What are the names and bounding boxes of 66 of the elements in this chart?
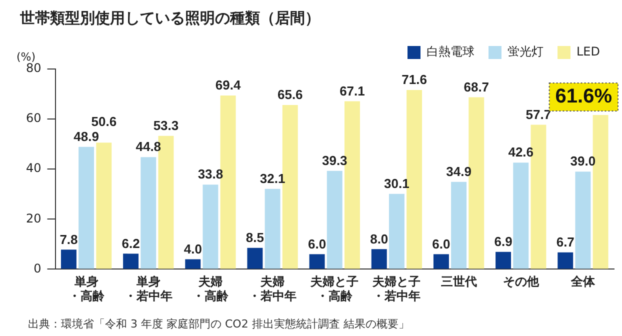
data-label: 33.8 (198, 166, 224, 182)
data-label: 7.8 (60, 232, 78, 247)
data-label: 32.1 (260, 170, 286, 186)
data-label: 50.6 (91, 114, 117, 129)
chart-title: 世帯類型別使用している照明の種類（居間） (19, 8, 320, 27)
data-label: 57.7 (526, 106, 552, 122)
x-tick-label: その他 (502, 274, 540, 289)
data-label: 6.2 (122, 236, 140, 251)
bar (496, 252, 512, 269)
y-tick-label: 20 (26, 211, 42, 226)
y-tick-label: 40 (26, 161, 42, 176)
bar (202, 184, 218, 269)
bar (433, 254, 449, 269)
data-label: 39.0 (570, 154, 596, 169)
legend-label: 蛍光灯 (507, 44, 544, 59)
data-label: 48.9 (74, 128, 99, 144)
data-label: 4.0 (184, 241, 202, 256)
bar (575, 172, 591, 269)
data-label: 68.7 (464, 79, 490, 94)
bar (140, 157, 156, 269)
bar (309, 254, 325, 269)
data-label: 39.3 (322, 152, 348, 168)
x-tick-label: 全体 (570, 274, 596, 289)
bar (451, 182, 467, 269)
x-tick-label: 夫婦・若中年 (248, 274, 297, 303)
legend-label: 白熱電球 (426, 44, 474, 59)
data-label: 61.6% (555, 86, 612, 108)
x-tick-label: 単身・若中年 (124, 274, 172, 303)
data-label: 67.1 (340, 83, 365, 98)
x-tick-label: 夫婦・高齢 (192, 274, 230, 303)
data-label: 6.0 (308, 236, 326, 252)
data-label: 65.6 (277, 87, 303, 102)
data-label: 6.7 (556, 234, 574, 250)
x-tick-label: 夫婦と子・高齢 (310, 274, 359, 303)
bar (60, 250, 76, 269)
legend-label: LED (576, 44, 600, 59)
bar (513, 162, 529, 269)
y-tick-label: 0 (34, 261, 42, 276)
data-label: 42.6 (508, 144, 534, 160)
bar (78, 146, 94, 269)
x-tick-label: 単身・高齢 (68, 274, 106, 303)
y-tick-label: 60 (26, 111, 42, 126)
data-label: 6.9 (494, 234, 512, 250)
data-label: 71.6 (402, 72, 427, 88)
data-label: 8.0 (370, 231, 388, 246)
bar (264, 188, 280, 269)
data-label: 34.9 (446, 164, 472, 179)
data-label: 30.1 (384, 176, 410, 191)
data-label: 53.3 (153, 118, 179, 133)
bar (388, 194, 404, 269)
source-note: 出典：環境省「令和 3 年度 家庭部門の CO2 排出実態統計調査 結果の概要」 (28, 317, 410, 330)
data-label: 69.4 (215, 78, 242, 93)
bar (247, 248, 263, 269)
bar (123, 254, 139, 269)
y-tick-label: 80 (26, 61, 42, 76)
x-tick-label: 夫婦と子・若中年 (372, 274, 421, 303)
data-label: 6.0 (432, 236, 450, 252)
data-label: 8.5 (246, 230, 264, 246)
bar (185, 259, 201, 269)
y-axis-title: (%) (16, 50, 36, 64)
data-label: 44.8 (136, 139, 162, 154)
bar (96, 142, 112, 269)
bar (326, 170, 342, 269)
bar (371, 249, 387, 269)
x-tick-label: 三世代 (440, 274, 477, 289)
bar (558, 252, 574, 269)
